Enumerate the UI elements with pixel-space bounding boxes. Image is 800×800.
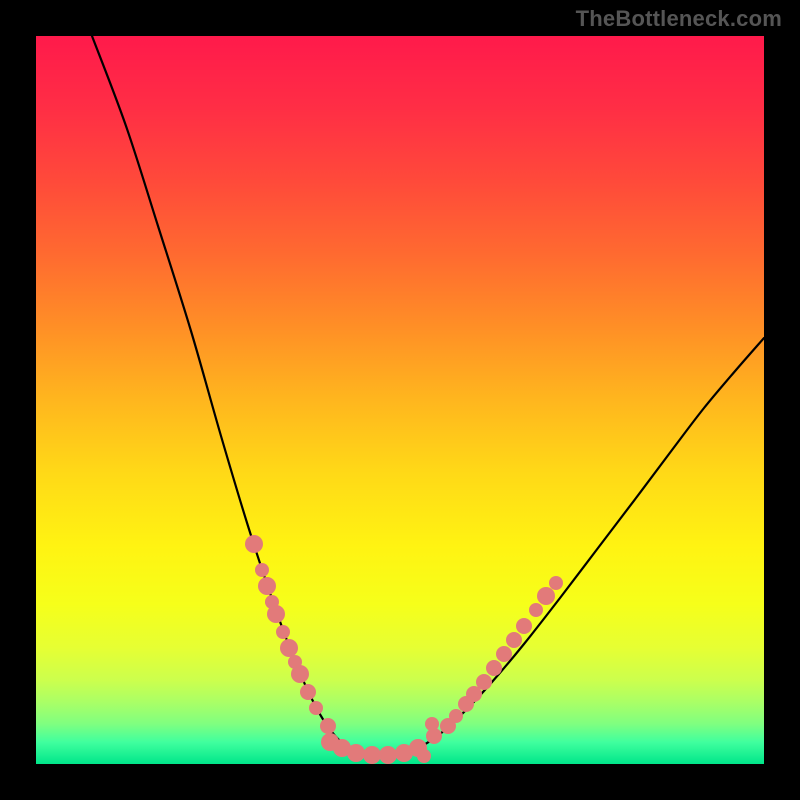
data-point-marker bbox=[300, 684, 316, 700]
data-point-marker bbox=[379, 746, 397, 764]
data-point-marker bbox=[529, 603, 543, 617]
data-point-marker bbox=[417, 749, 431, 763]
data-point-marker bbox=[245, 535, 263, 553]
data-point-marker bbox=[276, 625, 290, 639]
data-point-marker bbox=[280, 639, 298, 657]
data-point-marker bbox=[486, 660, 502, 676]
plot-area bbox=[36, 36, 764, 764]
data-point-marker bbox=[516, 618, 532, 634]
outer-frame: TheBottleneck.com bbox=[0, 0, 800, 800]
data-point-marker bbox=[291, 665, 309, 683]
data-point-marker bbox=[549, 576, 563, 590]
data-point-marker bbox=[347, 744, 365, 762]
data-point-marker bbox=[537, 587, 555, 605]
data-point-marker bbox=[449, 709, 463, 723]
data-point-marker bbox=[425, 717, 439, 731]
data-point-marker bbox=[309, 701, 323, 715]
data-point-marker bbox=[496, 646, 512, 662]
data-point-marker bbox=[476, 674, 492, 690]
data-point-marker bbox=[267, 605, 285, 623]
bottleneck-curve bbox=[36, 36, 764, 764]
data-point-marker bbox=[255, 563, 269, 577]
data-point-marker bbox=[506, 632, 522, 648]
watermark-text: TheBottleneck.com bbox=[576, 6, 782, 32]
data-point-marker bbox=[320, 718, 336, 734]
data-point-marker bbox=[258, 577, 276, 595]
data-point-marker bbox=[363, 746, 381, 764]
